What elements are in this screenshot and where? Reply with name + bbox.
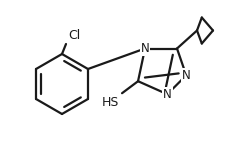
Text: HS: HS <box>102 96 119 109</box>
Text: N: N <box>141 42 149 55</box>
Text: Cl: Cl <box>68 29 80 42</box>
Text: N: N <box>182 69 191 82</box>
Text: N: N <box>163 88 172 101</box>
